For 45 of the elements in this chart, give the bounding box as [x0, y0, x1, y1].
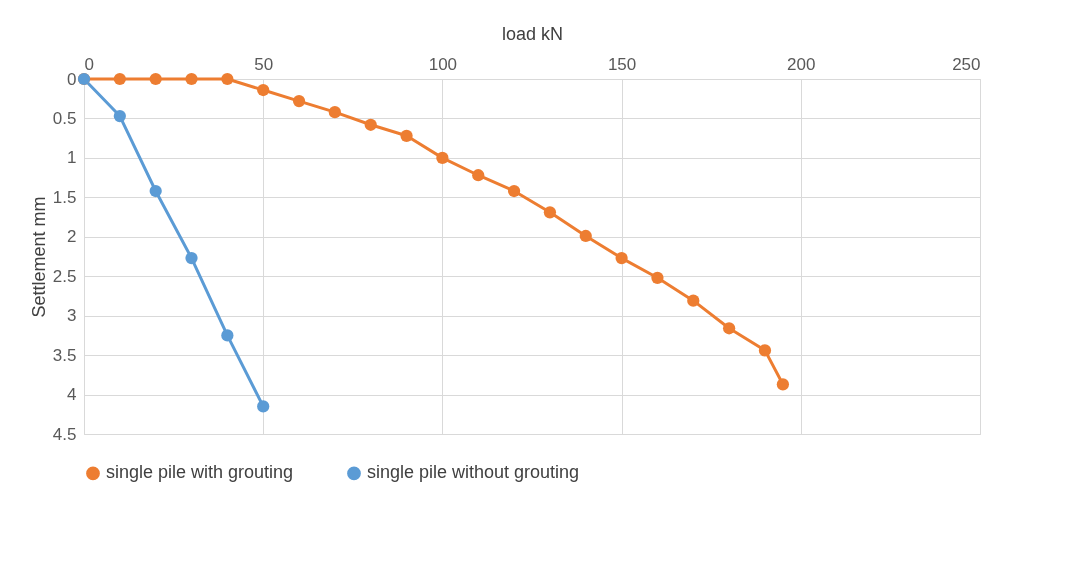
point: [221, 329, 234, 342]
point: [579, 229, 592, 243]
x-tick-label: 100: [428, 54, 458, 74]
point: [185, 72, 198, 86]
point: [113, 72, 126, 86]
point: [328, 106, 341, 119]
legend-label: single pile without grouting: [367, 462, 580, 483]
point: [436, 151, 449, 164]
y-tick-label: 0.5: [52, 108, 77, 128]
y-tick-label: 3.5: [52, 345, 77, 365]
x-tick-label: 0: [84, 54, 94, 74]
x-tick-label: 250: [952, 54, 981, 74]
y-tick-label: 1: [67, 148, 77, 168]
point: [543, 206, 557, 219]
point: [472, 169, 485, 182]
y-tick-label: 4: [67, 385, 77, 405]
x-axis-title: load kN: [501, 23, 564, 44]
y-tick-label: 4.5: [52, 424, 77, 444]
point: [723, 322, 736, 335]
x-tick-label: 200: [787, 54, 816, 74]
point: [651, 271, 664, 284]
point: [364, 118, 377, 131]
point: [507, 184, 521, 198]
point: [149, 72, 162, 86]
point: [185, 251, 198, 265]
point: [758, 344, 772, 357]
point: [776, 378, 789, 391]
x-tick-label: 150: [607, 54, 637, 74]
y-tick-label: 3: [67, 306, 77, 326]
y-tick-label: 1.5: [52, 187, 77, 207]
point: [292, 94, 306, 108]
y-axis-title: Settlement mm: [28, 196, 49, 318]
point: [113, 109, 126, 123]
point: [257, 400, 270, 413]
point: [687, 294, 700, 307]
y-tick-label: 2: [67, 227, 77, 247]
point: [221, 72, 234, 86]
point: [400, 129, 413, 142]
y-tick-label: 2.5: [52, 266, 77, 286]
x-tick-label: 50: [254, 54, 274, 74]
y-tick-label: 0: [67, 69, 77, 89]
point: [149, 184, 162, 198]
point: [257, 83, 270, 97]
point: [615, 251, 628, 265]
legend-label: single pile with grouting: [106, 462, 294, 483]
